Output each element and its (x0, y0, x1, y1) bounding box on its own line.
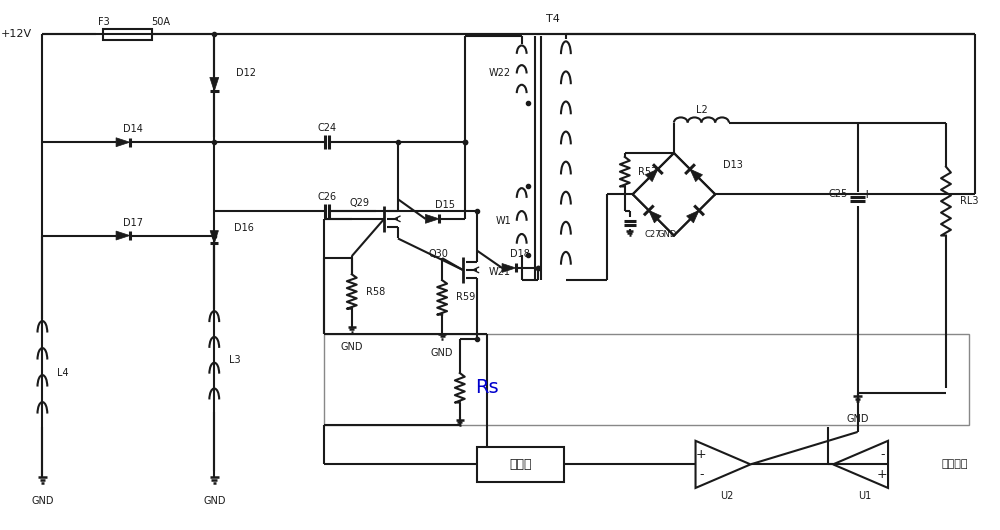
Polygon shape (116, 138, 130, 147)
Polygon shape (645, 169, 658, 182)
Text: C25: C25 (828, 189, 848, 199)
Text: GND: GND (431, 348, 453, 358)
Text: -: - (880, 448, 884, 461)
Text: L3: L3 (229, 355, 241, 365)
Text: R57: R57 (638, 167, 657, 176)
Text: +: + (862, 188, 873, 201)
Text: Q29: Q29 (350, 198, 370, 208)
Bar (324, 334, 969, 425)
Polygon shape (649, 210, 661, 223)
Bar (477, 447, 564, 482)
Text: D15: D15 (435, 200, 455, 210)
Text: R59: R59 (456, 293, 475, 303)
Text: D13: D13 (723, 160, 743, 170)
Text: GND: GND (341, 341, 363, 351)
Text: T4: T4 (546, 14, 560, 24)
Text: L4: L4 (57, 368, 69, 378)
Text: D18: D18 (510, 249, 530, 259)
Text: D16: D16 (234, 223, 254, 233)
Text: F3: F3 (98, 17, 110, 28)
Text: +: + (696, 448, 707, 461)
Text: C27: C27 (644, 230, 661, 239)
Text: GND: GND (203, 496, 226, 506)
Polygon shape (690, 169, 702, 182)
Text: GND: GND (846, 414, 869, 424)
Text: -: - (699, 467, 704, 481)
Text: W22: W22 (489, 68, 511, 78)
Text: R58: R58 (366, 287, 385, 296)
Polygon shape (116, 231, 130, 240)
Text: W1: W1 (496, 216, 512, 226)
Text: L2: L2 (696, 105, 707, 115)
Text: 50A: 50A (151, 17, 170, 28)
Text: 触发器: 触发器 (509, 458, 532, 471)
Text: +12V: +12V (0, 29, 32, 39)
Text: W21: W21 (489, 267, 511, 277)
Text: Q30: Q30 (428, 249, 448, 259)
Polygon shape (425, 214, 439, 223)
Polygon shape (210, 231, 218, 243)
Text: 参考电压: 参考电压 (941, 460, 968, 470)
Polygon shape (502, 263, 516, 272)
Text: D12: D12 (236, 68, 256, 78)
Text: C24: C24 (318, 123, 337, 134)
Text: GND: GND (657, 230, 677, 239)
Text: D14: D14 (123, 125, 143, 135)
Text: U1: U1 (858, 491, 871, 501)
Text: RL3: RL3 (960, 196, 978, 206)
Text: GND: GND (31, 496, 54, 506)
Text: U2: U2 (720, 491, 734, 501)
Text: +: + (877, 467, 887, 481)
Text: Rs: Rs (476, 378, 499, 398)
Text: C26: C26 (318, 192, 337, 202)
Polygon shape (687, 210, 699, 223)
Text: D17: D17 (123, 218, 143, 228)
Bar (103, 29, 152, 40)
Polygon shape (210, 77, 219, 91)
